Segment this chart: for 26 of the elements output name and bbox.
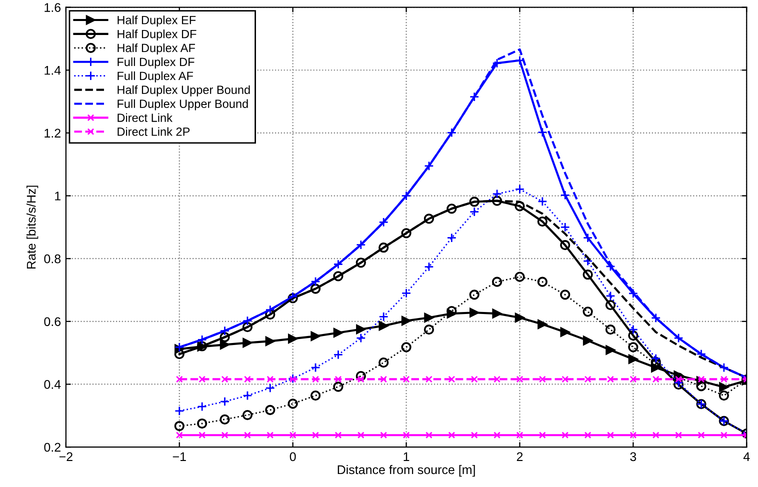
legend-label: Half Duplex AF [118,43,195,54]
y-tick-label: 0.4 [44,380,61,389]
legend-label: Half Duplex DF [118,30,196,41]
y-tick-label: 1.6 [44,3,61,12]
x-axis-title: Distance from source [m] [338,464,475,477]
x-tick-label: −2 [59,452,72,461]
legend-label: Direct Link [118,113,172,122]
legend-label: Half Duplex EF [118,16,196,27]
legend-label: Full Duplex AF [118,71,194,82]
y-tick-label: 0.2 [44,442,60,452]
x-tick-label: 3 [630,452,636,462]
legend-label: Full Duplex Upper Bound [118,99,248,110]
legend-label: Direct Link 2P [118,127,190,136]
y-tick-label: 0.8 [44,254,61,264]
x-tick-label: 0 [290,452,296,462]
x-tick-label: 4 [743,452,750,461]
y-axis-title: Rate [bits/s/Hz] [26,186,38,269]
x-tick-label: −1 [172,452,186,461]
y-tick-label: 1.4 [44,66,61,75]
y-tick-label: 1.2 [44,128,60,138]
y-tick-label: 0.6 [44,317,61,326]
x-tick-label: 1 [404,452,410,461]
legend-label: Half Duplex Upper Bound [118,85,250,96]
x-tick-label: 2 [516,452,523,461]
legend-label: Full Duplex DF [118,57,194,68]
y-tick-label: 1 [55,192,60,200]
